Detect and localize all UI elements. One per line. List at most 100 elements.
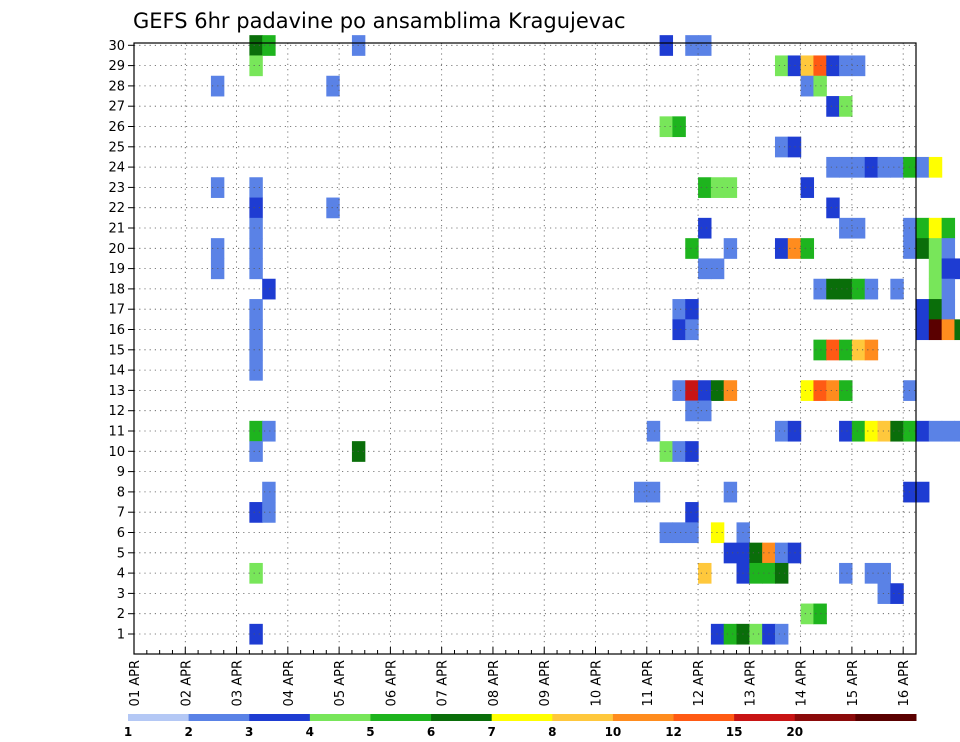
colorbar-label: 5 bbox=[366, 725, 374, 739]
x-tick-label: 12 APR bbox=[692, 660, 707, 706]
heatmap-cell bbox=[941, 278, 956, 300]
heatmap-cell bbox=[800, 603, 815, 625]
heatmap-cell bbox=[685, 319, 699, 341]
heatmap-cell bbox=[723, 238, 738, 259]
heatmap-cell bbox=[249, 35, 263, 56]
colorbar-label: 8 bbox=[548, 725, 556, 739]
heatmap-cell bbox=[672, 116, 686, 138]
x-tick-label: 16 APR bbox=[897, 660, 912, 706]
heatmap-cell bbox=[659, 441, 674, 462]
heatmap-cell bbox=[813, 278, 827, 300]
heatmap-cell bbox=[800, 380, 815, 401]
x-tick-label: 09 APR bbox=[538, 660, 553, 706]
heatmap-cell bbox=[800, 177, 815, 198]
heatmap-cell bbox=[249, 217, 263, 239]
heatmap-cell bbox=[813, 55, 827, 77]
heatmap-cell bbox=[864, 156, 879, 178]
y-axis-ticks: 1234567891011121314151617181920212223242… bbox=[108, 39, 134, 643]
heatmap-cell bbox=[326, 197, 340, 219]
heatmap-cell bbox=[774, 542, 789, 564]
y-tick-label: 15 bbox=[108, 343, 125, 358]
heatmap-cell bbox=[864, 339, 879, 361]
y-tick-label: 9 bbox=[117, 465, 125, 480]
y-tick-label: 20 bbox=[108, 242, 125, 257]
heatmap-cell bbox=[864, 420, 879, 442]
heatmap-cell bbox=[826, 197, 840, 219]
colorbar-swatch bbox=[673, 714, 735, 721]
heatmap-cell bbox=[774, 55, 789, 77]
y-tick-label: 24 bbox=[108, 161, 125, 176]
heatmap-cell bbox=[916, 319, 930, 341]
heatmap-cell bbox=[698, 217, 712, 239]
y-tick-label: 19 bbox=[108, 262, 125, 277]
y-tick-label: 3 bbox=[117, 587, 125, 602]
heatmap-cell bbox=[839, 156, 853, 178]
heatmap-cell bbox=[262, 502, 276, 523]
chart-title: GEFS 6hr padavine po ansamblima Kragujev… bbox=[133, 9, 626, 33]
heatmap-cell bbox=[749, 623, 763, 645]
heatmap-cell bbox=[646, 420, 661, 442]
y-tick-label: 4 bbox=[117, 567, 125, 582]
heatmap-cell bbox=[685, 299, 699, 320]
heatmap-cell bbox=[928, 319, 943, 341]
heatmap-cell bbox=[698, 35, 712, 56]
x-tick-label: 06 APR bbox=[384, 660, 399, 706]
colorbar-label: 12 bbox=[665, 725, 682, 739]
colorbar-label: 3 bbox=[245, 725, 253, 739]
y-tick-label: 22 bbox=[108, 201, 125, 216]
heatmap-cell bbox=[249, 319, 263, 341]
y-tick-label: 25 bbox=[108, 140, 125, 155]
heatmap-cell bbox=[839, 96, 853, 117]
colorbar-swatch bbox=[855, 714, 917, 721]
heatmap-cell bbox=[839, 217, 853, 239]
heatmap-cell bbox=[851, 278, 866, 300]
colorbar-label: 1 bbox=[124, 725, 132, 739]
heatmap-cell bbox=[941, 420, 956, 442]
heatmap-cell bbox=[646, 481, 661, 503]
heatmap-cell bbox=[839, 562, 853, 584]
colorbar-swatch bbox=[128, 714, 190, 721]
colorbar-swatch bbox=[188, 714, 250, 721]
heatmap-cell bbox=[864, 278, 879, 300]
heatmap-cell bbox=[723, 380, 738, 401]
heatmap-cell bbox=[659, 35, 674, 56]
heatmap-cell bbox=[249, 258, 263, 280]
colorbar-label: 15 bbox=[726, 725, 743, 739]
heatmap-cell bbox=[928, 156, 943, 178]
heatmap-cell bbox=[672, 319, 686, 341]
grid-lines bbox=[134, 43, 916, 654]
heatmap-cell bbox=[326, 75, 340, 97]
colorbar-swatch bbox=[309, 714, 371, 721]
heatmap-cell bbox=[774, 562, 789, 584]
colorbar-label: 4 bbox=[306, 725, 314, 739]
heatmap-cell bbox=[813, 380, 827, 401]
heatmap-cell bbox=[262, 35, 276, 56]
heatmap-cell bbox=[916, 299, 930, 320]
y-tick-label: 12 bbox=[108, 404, 125, 419]
heatmap-cell bbox=[774, 623, 789, 645]
y-tick-label: 5 bbox=[117, 546, 125, 561]
heatmap-cell bbox=[877, 583, 891, 604]
heatmap-cell bbox=[698, 177, 712, 198]
y-tick-label: 27 bbox=[108, 100, 125, 115]
heatmap-cell bbox=[916, 481, 930, 503]
heatmap-cell bbox=[890, 156, 904, 178]
heatmap-cell bbox=[685, 238, 699, 259]
heatmap-cell bbox=[698, 400, 712, 422]
heatmap-cell bbox=[954, 420, 960, 442]
heatmap-cell bbox=[774, 136, 789, 158]
x-tick-label: 10 APR bbox=[590, 660, 605, 706]
colorbar-label: 7 bbox=[488, 725, 496, 739]
heatmap-cell bbox=[262, 278, 276, 300]
heatmap-cell bbox=[877, 420, 891, 442]
heatmap-cell bbox=[698, 258, 712, 280]
heatmap-cell bbox=[749, 542, 763, 564]
colorbar-swatch bbox=[431, 714, 493, 721]
heatmap-cell bbox=[685, 400, 699, 422]
heatmap-cell bbox=[249, 197, 263, 219]
x-tick-label: 01 APR bbox=[128, 660, 143, 706]
colorbar-label: 2 bbox=[184, 725, 192, 739]
heatmap-cell bbox=[851, 339, 866, 361]
heatmap-cell bbox=[839, 380, 853, 401]
colorbar-swatch bbox=[370, 714, 432, 721]
